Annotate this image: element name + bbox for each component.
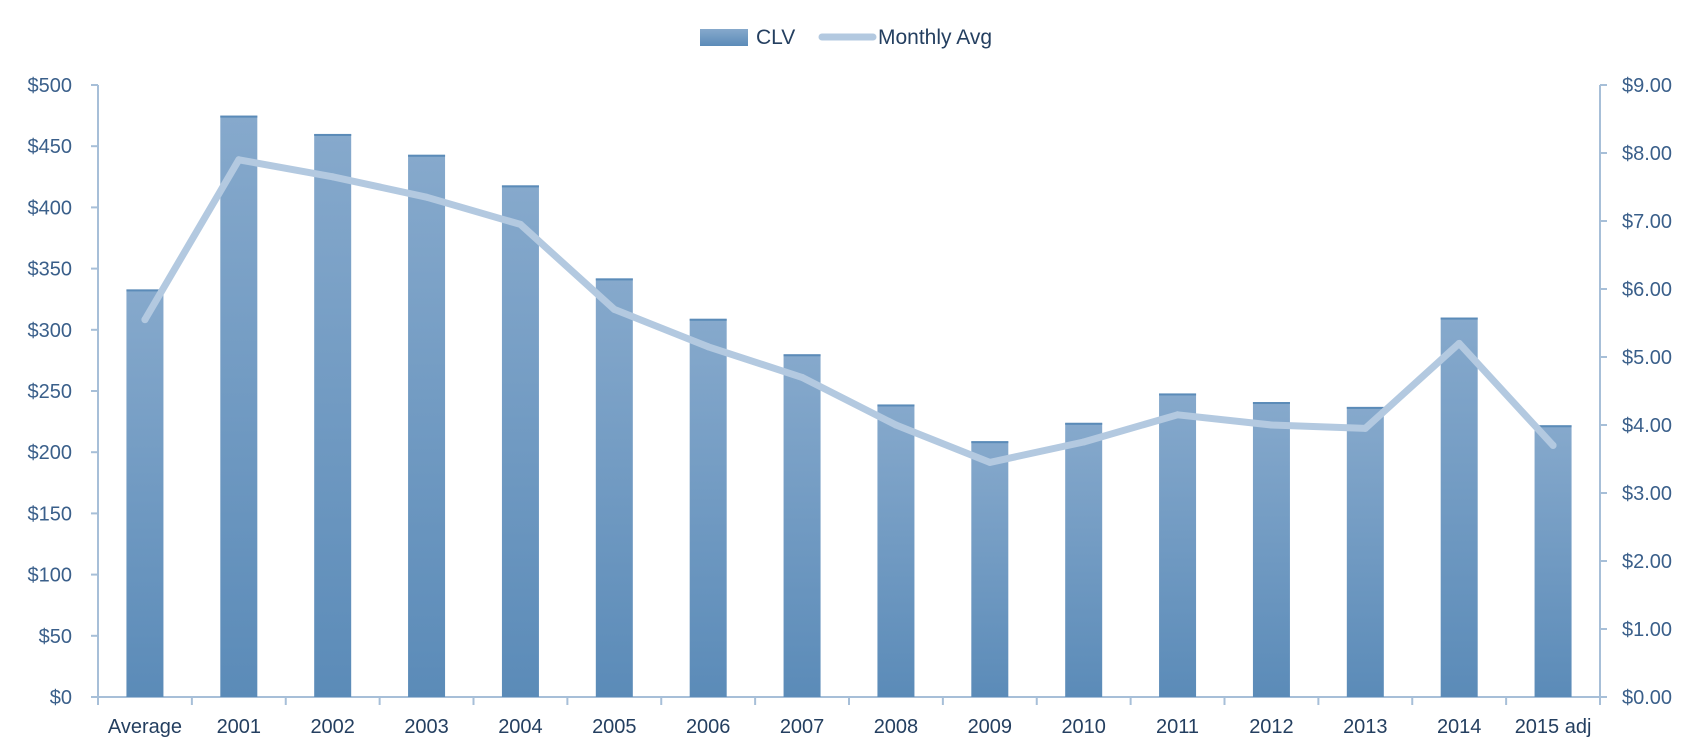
monthly-avg-point [516, 220, 524, 228]
bar-top-edge [971, 441, 1009, 444]
left-axis-tick-label: $150 [28, 503, 73, 525]
bar-top-edge [783, 354, 821, 357]
x-axis-category-label: 2004 [498, 716, 543, 738]
monthly-avg-point [1267, 421, 1275, 429]
monthly-avg-point [986, 458, 994, 466]
legend-label-monthly-avg: Monthly Avg [878, 26, 992, 49]
bar-top-edge [408, 154, 446, 157]
bar-top-edge [1252, 402, 1290, 405]
axis-labels: $0 $50 $100 $150 $200 $250 $300 $350 $400 $450 $50… [28, 75, 1673, 738]
bar-top-edge [1065, 422, 1103, 425]
monthly-avg-line [141, 156, 1557, 466]
legend: CLV Monthly Avg [700, 26, 992, 49]
bar-top-edge [314, 133, 352, 136]
right-axis-tick-label: $3.00 [1622, 483, 1672, 505]
left-axis-tick-label: $350 [28, 259, 73, 281]
bar-top-edge [220, 115, 258, 118]
bar-2014 [1440, 317, 1478, 697]
x-axis-category-label: 2003 [404, 716, 449, 738]
bar-top-edge [1159, 393, 1197, 396]
bar-2007 [783, 354, 821, 697]
bar-top-edge [877, 404, 915, 407]
x-axis-category-label: 2009 [968, 716, 1013, 738]
right-axis-tick-label: $5.00 [1622, 347, 1672, 369]
bar-2015-adj [1534, 425, 1572, 697]
x-axis-category-label: 2012 [1249, 716, 1294, 738]
x-axis-category-label: 2011 [1156, 716, 1199, 738]
legend-swatch-clv [700, 29, 748, 46]
monthly-avg-point [235, 156, 243, 164]
bar-top-edge [501, 185, 539, 188]
bar-2006 [689, 318, 727, 697]
bar-2009 [971, 441, 1009, 697]
bar-top-edge [1440, 317, 1478, 320]
bar-2010 [1065, 422, 1103, 697]
monthly-avg-point [1361, 424, 1369, 432]
monthly-avg-series [141, 156, 1557, 466]
right-axis-tick-label: $9.00 [1622, 75, 1672, 97]
x-axis-category-label: 2002 [310, 716, 355, 738]
left-axis-tick-label: $100 [28, 565, 73, 587]
x-axis-category-label: 2007 [780, 716, 825, 738]
x-axis-category-label: Average [108, 716, 182, 738]
bar-average [126, 289, 164, 697]
monthly-avg-point [1174, 411, 1182, 419]
x-axis-category-label: 2005 [592, 716, 637, 738]
bar-top-edge [126, 289, 164, 292]
x-axis-category-label: 2015 adj [1515, 716, 1592, 738]
left-axis-tick-label: $300 [28, 320, 73, 342]
x-axis-category-label: 2013 [1343, 716, 1388, 738]
monthly-avg-point [798, 373, 806, 381]
left-axis-tick-label: $0 [50, 687, 72, 709]
bars [126, 115, 1572, 698]
monthly-avg-point [1455, 339, 1463, 347]
right-axis-tick-label: $7.00 [1622, 211, 1672, 233]
right-axis-tick-label: $8.00 [1622, 143, 1672, 165]
left-axis-tick-label: $400 [28, 197, 73, 219]
left-axis-tick-label: $250 [28, 381, 73, 403]
monthly-avg-point [704, 343, 712, 351]
monthly-avg-point [1080, 438, 1088, 446]
bar-top-edge [689, 318, 727, 321]
x-axis-category-label: 2008 [874, 716, 919, 738]
left-axis-tick-label: $50 [39, 626, 72, 648]
bar-2004 [501, 185, 539, 698]
monthly-avg-point [892, 421, 900, 429]
bar-top-edge [1346, 406, 1384, 409]
bar-top-edge [1534, 425, 1572, 428]
monthly-avg-point [423, 193, 431, 201]
bar-2001 [220, 115, 258, 698]
monthly-avg-point [141, 316, 149, 324]
x-axis-category-label: 2006 [686, 716, 731, 738]
bar-2008 [877, 404, 915, 697]
bar-top-edge [595, 278, 633, 281]
x-axis-category-label: 2014 [1437, 716, 1482, 738]
right-axis-tick-label: $1.00 [1622, 619, 1672, 641]
x-axis-category-label: 2001 [217, 716, 262, 738]
bar-2012 [1252, 402, 1290, 697]
bar-2002 [314, 133, 352, 697]
left-axis-tick-label: $450 [28, 136, 73, 158]
monthly-avg-point [329, 173, 337, 181]
bar-2013 [1346, 406, 1384, 697]
monthly-avg-point [610, 305, 618, 313]
x-axis-category-label: 2010 [1061, 716, 1106, 738]
bar-2003 [408, 154, 446, 697]
left-axis-tick-label: $200 [28, 442, 73, 464]
right-axis-tick-label: $0.00 [1622, 687, 1672, 709]
monthly-avg-point [1549, 441, 1557, 449]
right-axis-tick-label: $6.00 [1622, 279, 1672, 301]
left-axis-tick-label: $500 [28, 75, 73, 97]
right-axis-tick-label: $4.00 [1622, 415, 1672, 437]
bar-2005 [595, 278, 633, 697]
legend-label-clv: CLV [756, 26, 795, 49]
bar-2011 [1159, 393, 1197, 697]
right-axis-tick-label: $2.00 [1622, 551, 1672, 573]
